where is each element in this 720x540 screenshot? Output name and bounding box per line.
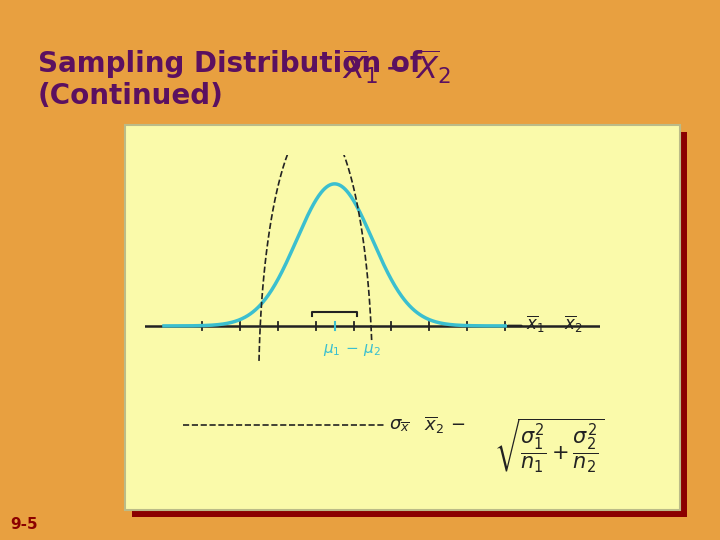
Text: $\overline{x}_2$: $\overline{x}_2$ bbox=[564, 314, 582, 335]
Text: $\overline{X}_1 - \overline{X}_2$: $\overline{X}_1 - \overline{X}_2$ bbox=[342, 47, 451, 86]
Bar bbox=[125, 125, 680, 510]
Bar bbox=[132, 132, 687, 517]
Text: $\sqrt{\dfrac{\sigma_1^2}{n_1}+\dfrac{\sigma_2^2}{n_2}}$: $\sqrt{\dfrac{\sigma_1^2}{n_1}+\dfrac{\s… bbox=[495, 416, 605, 474]
Text: $\mu_1\,-\,\mu_2$: $\mu_1\,-\,\mu_2$ bbox=[323, 342, 382, 358]
Text: $\sigma_{\overline{x}}$: $\sigma_{\overline{x}}$ bbox=[389, 416, 410, 434]
Text: $\overline{x}_1$: $\overline{x}_1$ bbox=[526, 314, 545, 335]
Text: $\overline{x}_2\,-$: $\overline{x}_2\,-$ bbox=[424, 414, 466, 436]
Text: 9-5: 9-5 bbox=[10, 517, 37, 532]
Text: Sampling Distribution of: Sampling Distribution of bbox=[38, 50, 422, 78]
Text: (Continued): (Continued) bbox=[38, 82, 224, 110]
